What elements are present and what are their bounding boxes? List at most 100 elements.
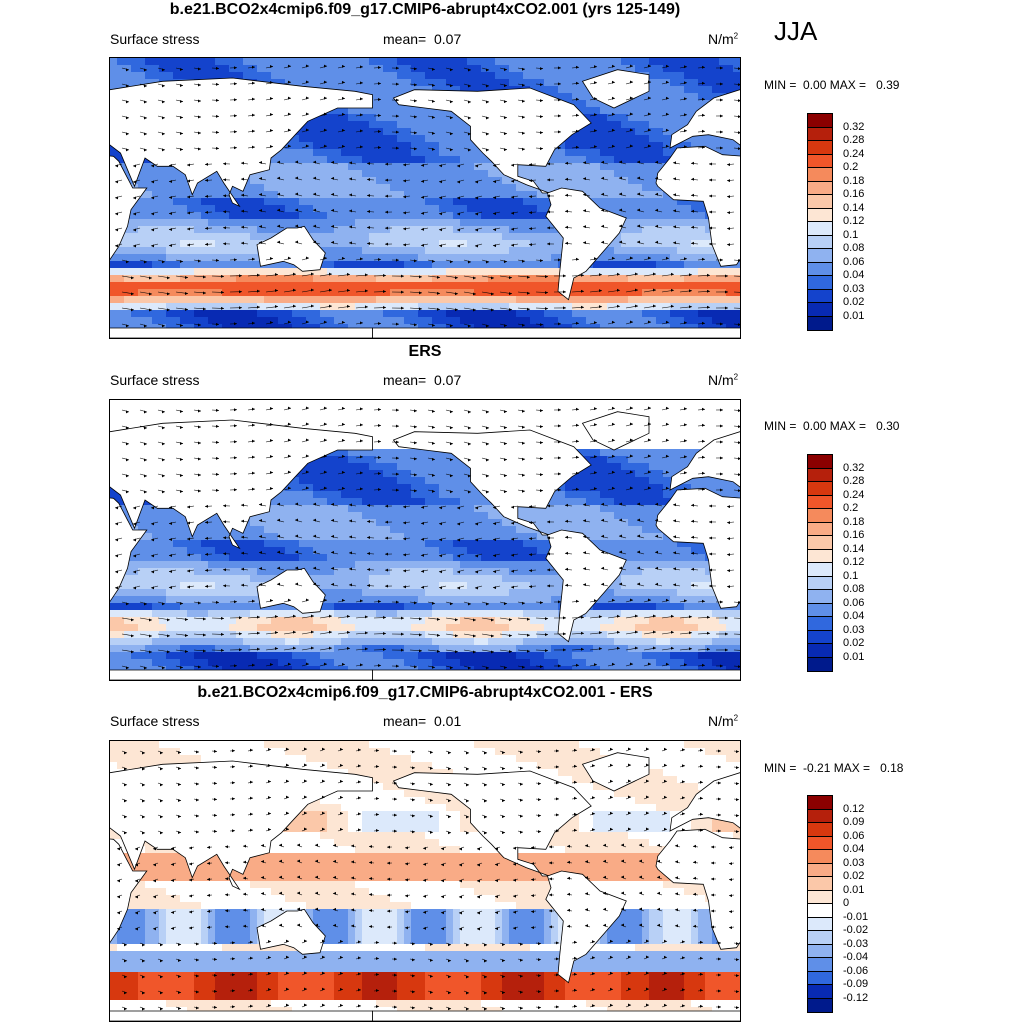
field-cell bbox=[348, 275, 355, 282]
field-cell bbox=[488, 226, 495, 233]
field-cell bbox=[264, 184, 271, 191]
field-cell bbox=[467, 79, 474, 86]
stress-vector-head bbox=[720, 146, 723, 150]
field-cell bbox=[215, 247, 222, 254]
field-cell bbox=[208, 261, 215, 268]
field-cell bbox=[194, 212, 201, 219]
field-cell bbox=[467, 233, 474, 240]
field-cell bbox=[376, 184, 383, 191]
field-cell bbox=[348, 170, 355, 177]
field-cell bbox=[124, 303, 131, 310]
field-cell bbox=[404, 219, 411, 226]
field-cell bbox=[173, 247, 180, 254]
stress-vector-head bbox=[493, 212, 496, 216]
field-cell bbox=[425, 163, 432, 170]
stress-vector-head bbox=[684, 129, 687, 133]
field-cell bbox=[194, 282, 201, 289]
field-cell bbox=[649, 149, 656, 156]
stress-vector-head bbox=[198, 115, 201, 119]
field-cell bbox=[362, 282, 369, 289]
field-cell bbox=[306, 65, 313, 72]
field-cell bbox=[376, 219, 383, 226]
field-cell bbox=[712, 93, 719, 100]
field-cell bbox=[187, 240, 194, 247]
stress-vector-head bbox=[133, 244, 136, 248]
field-cell bbox=[166, 317, 173, 324]
field-cell bbox=[124, 268, 131, 275]
field-cell bbox=[404, 226, 411, 233]
field-cell bbox=[705, 324, 712, 331]
field-cell bbox=[236, 65, 243, 72]
field-cell bbox=[642, 310, 649, 317]
field-cell bbox=[418, 149, 425, 156]
field-cell bbox=[551, 268, 558, 275]
field-cell bbox=[229, 58, 236, 65]
colorbar-tick-label: 0.18 bbox=[843, 174, 865, 187]
stress-vector-head bbox=[115, 212, 118, 216]
field-cell bbox=[201, 275, 208, 282]
stress-vector-head bbox=[421, 211, 424, 215]
field-cell bbox=[439, 163, 446, 170]
stress-vector-head bbox=[457, 244, 460, 248]
field-cell bbox=[250, 275, 257, 282]
field-cell bbox=[439, 114, 446, 121]
field-cell bbox=[348, 128, 355, 135]
stress-vector-head bbox=[540, 323, 543, 327]
stress-vector-head bbox=[648, 112, 651, 116]
field-cell bbox=[208, 310, 215, 317]
field-cell bbox=[418, 191, 425, 198]
field-cell bbox=[397, 149, 404, 156]
field-cell bbox=[411, 303, 418, 310]
field-cell bbox=[320, 156, 327, 163]
field-cell bbox=[628, 100, 635, 107]
field-cell bbox=[551, 254, 558, 261]
field-cell bbox=[131, 610, 138, 617]
colorbar-swatch bbox=[808, 289, 832, 303]
field-cell bbox=[453, 317, 460, 324]
field-cell bbox=[467, 142, 474, 149]
field-cell bbox=[313, 219, 320, 226]
stress-vector-head bbox=[689, 305, 692, 309]
field-cell bbox=[600, 268, 607, 275]
field-cell bbox=[439, 296, 446, 303]
field-cell bbox=[698, 317, 705, 324]
field-cell bbox=[404, 268, 411, 275]
field-cell bbox=[278, 170, 285, 177]
field-cell bbox=[355, 198, 362, 205]
stress-vector-head bbox=[581, 273, 584, 277]
stress-vector-head bbox=[558, 322, 561, 326]
field-cell bbox=[320, 191, 327, 198]
field-cell bbox=[159, 191, 166, 198]
field-cell bbox=[425, 184, 432, 191]
field-cell bbox=[257, 219, 264, 226]
field-cell bbox=[411, 163, 418, 170]
field-cell bbox=[369, 303, 376, 310]
field-cell bbox=[705, 135, 712, 142]
field-cell bbox=[523, 79, 530, 86]
field-cell bbox=[495, 58, 502, 65]
stress-vector-head bbox=[565, 241, 568, 245]
field-cell bbox=[117, 659, 124, 666]
field-cell bbox=[502, 191, 509, 198]
stress-vector-head bbox=[689, 289, 692, 293]
continent-africa bbox=[655, 145, 740, 267]
field-cell bbox=[138, 72, 145, 79]
field-cell bbox=[208, 72, 215, 79]
field-cell bbox=[705, 282, 712, 289]
field-cell bbox=[649, 121, 656, 128]
field-cell bbox=[663, 114, 670, 121]
field-cell bbox=[271, 261, 278, 268]
field-cell bbox=[418, 282, 425, 289]
field-cell bbox=[572, 100, 579, 107]
field-cell bbox=[705, 219, 712, 226]
stress-vector-head bbox=[673, 225, 676, 229]
field-cell bbox=[194, 303, 201, 310]
field-cell bbox=[278, 289, 285, 296]
field-cell bbox=[117, 296, 124, 303]
stress-vector-head bbox=[691, 241, 694, 245]
field-cell bbox=[383, 72, 390, 79]
stress-vector-head bbox=[619, 208, 622, 212]
field-cell bbox=[432, 268, 439, 275]
field-cell bbox=[292, 72, 299, 79]
colorbar-swatch bbox=[808, 303, 832, 317]
